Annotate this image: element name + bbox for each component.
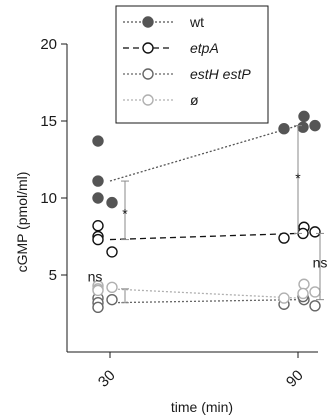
y-ticks: 5 10 15 20	[40, 36, 67, 284]
y-tick-label: 5	[49, 267, 57, 284]
legend-label: wt	[189, 14, 204, 30]
significance-label: ns	[88, 269, 103, 285]
data-point	[297, 287, 309, 300]
legend: wt etpA estH estP ø	[123, 14, 251, 108]
data-point	[106, 246, 118, 258]
data-point	[298, 110, 310, 123]
legend-label: ø	[190, 92, 199, 108]
legend-marker	[142, 68, 154, 80]
legend-label: estH estP	[190, 66, 251, 82]
mean-line-ø	[109, 288, 299, 299]
data-point	[278, 122, 290, 135]
legend-box	[115, 5, 269, 124]
x-axis-label: time (min)	[171, 399, 233, 415]
mean-line-wt	[109, 124, 299, 182]
y-tick-label: 20	[40, 36, 57, 53]
data-point	[106, 281, 118, 294]
legend-marker	[142, 42, 154, 54]
data-point	[92, 220, 104, 232]
data-points	[92, 110, 321, 314]
data-point	[297, 121, 309, 133]
data-point	[92, 192, 104, 204]
significance-label: ns	[313, 255, 328, 271]
data-point	[298, 278, 310, 290]
data-point	[309, 119, 321, 132]
data-point	[92, 301, 104, 314]
legend-label: etpA	[190, 40, 219, 56]
significance-label: *	[122, 205, 128, 221]
mean-lines	[109, 124, 299, 304]
x-tick-label: 30	[95, 367, 119, 391]
legend-marker	[142, 16, 154, 28]
data-point	[309, 300, 321, 312]
data-point	[278, 232, 290, 244]
legend-marker	[142, 94, 154, 106]
y-tick-label: 15	[40, 113, 57, 130]
y-tick-label: 10	[40, 190, 57, 207]
data-point	[309, 286, 321, 298]
data-point	[92, 284, 104, 297]
significance-label: *	[295, 170, 301, 186]
data-point	[92, 175, 104, 187]
x-tick-label: 90	[283, 367, 307, 391]
data-point	[92, 233, 104, 246]
data-point	[278, 292, 290, 304]
y-axis-label: cGMP (pmol/ml)	[14, 172, 30, 273]
x-ticks: 30 90	[95, 352, 307, 391]
significance-brackets: * ns * ns	[88, 125, 328, 304]
mean-line-estH-estP	[109, 298, 299, 304]
mean-line-etpA	[109, 232, 299, 241]
data-point	[92, 135, 104, 147]
data-point	[309, 226, 321, 238]
data-point	[106, 293, 118, 306]
data-point	[106, 196, 118, 209]
